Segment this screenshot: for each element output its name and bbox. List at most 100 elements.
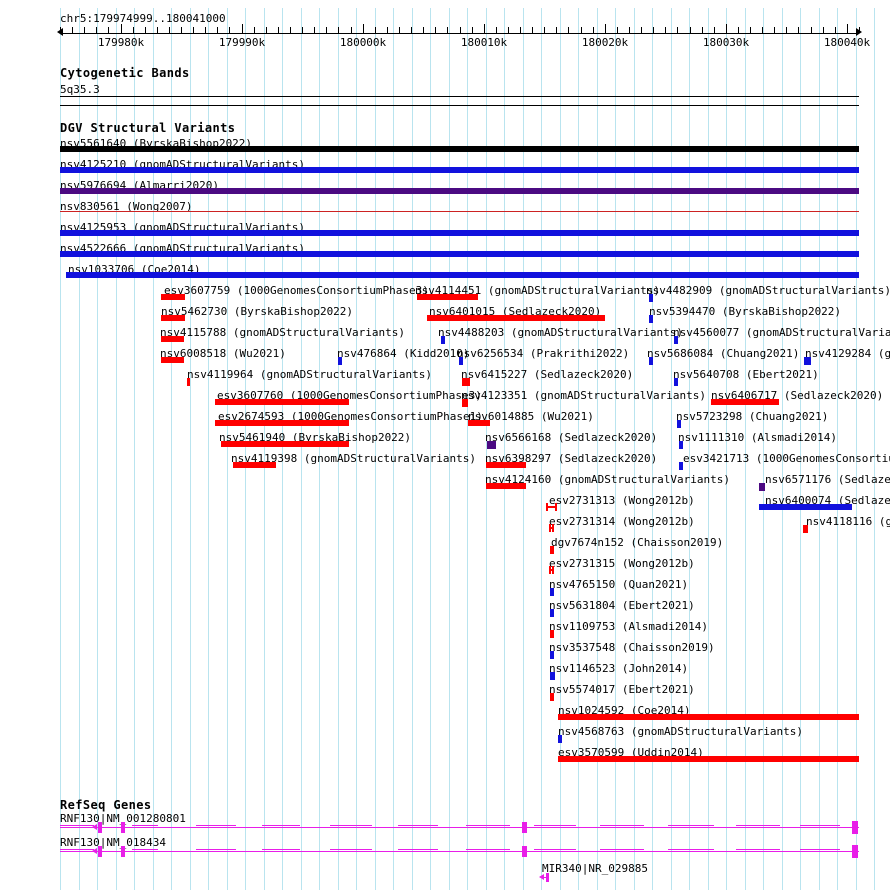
variant-label[interactable]: esv3607759 (1000GenomesConsortiumPhase3) (164, 284, 429, 297)
variant-label[interactable]: nsv4124160 (gnomADStructuralVariants) (485, 473, 731, 486)
variant-label[interactable]: nsv1146523 (John2014) (549, 662, 689, 675)
variant-feature-bar[interactable] (674, 378, 678, 386)
variant-label[interactable]: esv3421713 (1000GenomesConsortiumPi (683, 452, 890, 465)
variant-feature-bar[interactable] (558, 714, 859, 720)
variant-feature-bar[interactable] (487, 441, 496, 449)
variant-feature-bar[interactable] (550, 672, 555, 680)
gene-exon-terminal[interactable] (852, 821, 858, 834)
variant-label[interactable]: nsv4123351 (gnomADStructuralVariants) (461, 389, 707, 402)
variant-label[interactable]: esv2731314 (Wong2012b) (549, 515, 695, 528)
variant-label[interactable]: nsv3537548 (Chaisson2019) (549, 641, 715, 654)
variant-feature-bar[interactable] (649, 294, 653, 302)
dgv-track-label[interactable]: nsv4125210 (gnomADStructuralVariants) (60, 158, 306, 171)
variant-feature-bar[interactable] (558, 756, 859, 762)
variant-feature-bar[interactable] (550, 609, 554, 617)
variant-feature-bar[interactable] (550, 651, 554, 659)
variant-feature-bar[interactable] (759, 504, 852, 510)
variant-label[interactable]: nsv6566168 (Sedlazeck2020) (485, 431, 658, 444)
variant-feature-dumbbell[interactable] (549, 524, 554, 532)
variant-feature-bar[interactable] (550, 630, 554, 638)
variant-label[interactable]: nsv4118116 (gn (806, 515, 890, 528)
variant-feature-bar[interactable] (462, 378, 470, 386)
variant-label[interactable]: nsv4560077 (gnomADStructuralVariants) (673, 326, 890, 339)
variant-label[interactable]: nsv4568763 (gnomADStructuralVariants) (558, 725, 804, 738)
variant-feature-bar[interactable] (759, 483, 765, 491)
variant-feature-bar[interactable] (803, 525, 808, 533)
variant-feature-bar[interactable] (468, 420, 490, 426)
variant-label[interactable]: nsv6256534 (Prakrithi2022) (457, 347, 630, 360)
variant-feature-bar[interactable] (215, 420, 349, 426)
variant-label[interactable]: nsv4114451 (gnomADStructuralVariants) (415, 284, 661, 297)
gene-exon[interactable] (522, 822, 527, 833)
cytoband-bar[interactable] (60, 96, 859, 97)
gene-label[interactable]: RNF130|NM_018434 (60, 836, 166, 849)
dgv-track-bar[interactable] (60, 167, 859, 173)
dgv-track-label[interactable]: nsv830561 (Wong2007) (60, 200, 193, 213)
variant-label[interactable]: esv3570599 (Uddin2014) (558, 746, 704, 759)
dgv-track-bar[interactable] (60, 146, 859, 152)
variant-label[interactable]: nsv6415227 (Sedlazeck2020) (461, 368, 634, 381)
variant-label[interactable]: dgv7674n152 (Chaisson2019) (551, 536, 724, 549)
variant-feature-bar[interactable] (338, 357, 342, 365)
variant-label[interactable]: nsv4765150 (Quan2021) (549, 578, 689, 591)
variant-feature-bar[interactable] (427, 315, 605, 321)
variant-feature-bar[interactable] (550, 588, 554, 596)
dgv-track-label[interactable]: nsv5561640 (ByrskaBishop2022) (60, 137, 253, 150)
variant-feature-bar[interactable] (459, 357, 463, 365)
variant-feature-bar[interactable] (679, 462, 683, 470)
gene-exon[interactable] (121, 822, 125, 833)
variant-feature-dumbbell[interactable] (546, 503, 557, 511)
variant-feature-dumbbell[interactable] (549, 566, 554, 574)
variant-feature-bar[interactable] (441, 336, 445, 344)
gene-exon[interactable] (121, 846, 125, 857)
dgv-track-bar[interactable] (66, 272, 859, 278)
variant-feature-bar[interactable] (233, 462, 276, 468)
variant-feature-bar[interactable] (221, 441, 349, 447)
dgv-track-bar[interactable] (60, 230, 859, 236)
variant-label[interactable]: nsv6014885 (Wu2021) (468, 410, 594, 423)
dgv-track-label[interactable]: nsv4522666 (gnomADStructuralVariants) (60, 242, 306, 255)
variant-label[interactable]: nsv5461940 (ByrskaBishop2022) (219, 431, 412, 444)
variant-feature-bar[interactable] (550, 693, 554, 701)
variant-label[interactable]: nsv4482909 (gnomADStructuralVariants) (646, 284, 890, 297)
variant-label[interactable]: esv2731313 (Wong2012b) (549, 494, 695, 507)
gene-exon[interactable] (98, 822, 102, 833)
variant-label[interactable]: nsv5686084 (Chuang2021) (647, 347, 800, 360)
variant-label[interactable]: esv3607760 (1000GenomesConsortiumPhase3) (217, 389, 482, 402)
variant-label[interactable]: nsv476864 (Kidd2010) (337, 347, 470, 360)
variant-feature-bar[interactable] (486, 462, 526, 468)
variant-label[interactable]: nsv4119398 (gnomADStructuralVariants) (231, 452, 477, 465)
variant-label[interactable]: nsv5640708 (Ebert2021) (673, 368, 819, 381)
variant-label[interactable]: nsv6400074 (Sedlazec (765, 494, 890, 507)
variant-feature-bar[interactable] (462, 399, 468, 407)
variant-label[interactable]: esv2731315 (Wong2012b) (549, 557, 695, 570)
gene-label[interactable]: RNF130|NM_001280801 (60, 812, 186, 825)
variant-label[interactable]: nsv1111310 (Alsmadi2014) (678, 431, 837, 444)
variant-feature-bar[interactable] (677, 420, 681, 428)
variant-feature-bar[interactable] (486, 483, 526, 489)
variant-feature-bar[interactable] (417, 294, 478, 300)
variant-label[interactable]: nsv5462730 (ByrskaBishop2022) (161, 305, 354, 318)
variant-label[interactable]: nsv6571176 (Sedlazeck (765, 473, 890, 486)
variant-label[interactable]: nsv4129284 (gno (805, 347, 890, 360)
variant-label[interactable]: nsv4119964 (gnomADStructuralVariants) (187, 368, 433, 381)
variant-feature-bar[interactable] (187, 378, 190, 386)
variant-label[interactable]: nsv6398297 (Sedlazeck2020) (485, 452, 658, 465)
cytoband-label[interactable]: 5q35.3 (60, 83, 100, 96)
variant-feature-bar[interactable] (161, 294, 185, 300)
variant-feature-bar[interactable] (215, 399, 349, 405)
dgv-track-bar[interactable] (60, 251, 859, 257)
variant-label[interactable]: nsv4488203 (gnomADStructuralVariants) (438, 326, 684, 339)
variant-label[interactable]: nsv5394470 (ByrskaBishop2022) (649, 305, 842, 318)
variant-label[interactable]: nsv5574017 (Ebert2021) (549, 683, 695, 696)
gene-exon-terminal[interactable] (852, 845, 858, 858)
gene-exon[interactable] (98, 846, 102, 857)
variant-feature-bar[interactable] (804, 357, 811, 365)
variant-feature-bar[interactable] (649, 315, 653, 323)
variant-label[interactable]: nsv5723298 (Chuang2021) (676, 410, 829, 423)
variant-label[interactable]: nsv4115788 (gnomADStructuralVariants) (160, 326, 406, 339)
dgv-track-bar[interactable] (60, 188, 859, 194)
variant-feature-bar[interactable] (711, 399, 779, 405)
variant-label[interactable]: nsv1109753 (Alsmadi2014) (549, 620, 708, 633)
variant-label[interactable]: esv2674593 (1000GenomesConsortiumPhase1) (218, 410, 483, 423)
